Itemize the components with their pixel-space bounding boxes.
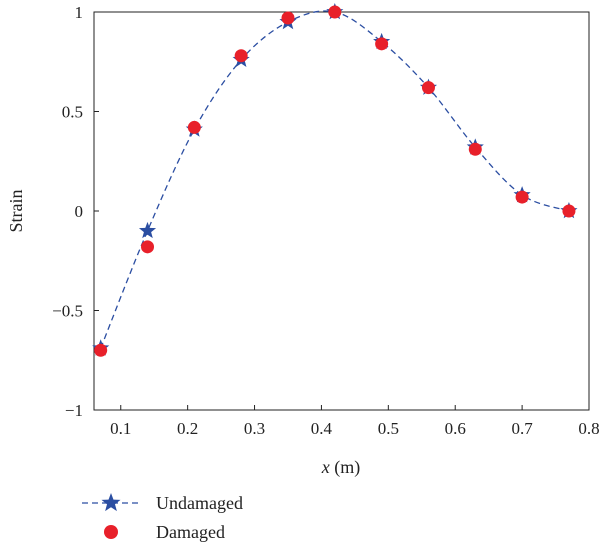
x-axis-ticks: 0.1 0.2 0.3 0.4 0.5 0.6 0.7 0.8 <box>110 405 600 438</box>
x-tick-label: 0.7 <box>511 419 533 438</box>
legend: Undamaged Damaged <box>82 493 243 542</box>
damaged-point <box>94 343 108 357</box>
undamaged-line <box>100 10 570 349</box>
damaged-point <box>141 240 155 254</box>
x-tick-label: 0.5 <box>378 419 399 438</box>
y-tick-label: −0.5 <box>52 302 83 321</box>
y-tick-label: 0.5 <box>62 103 83 122</box>
x-tick-label: 0.3 <box>244 419 265 438</box>
x-axis-title: x (m) <box>321 457 361 478</box>
y-tick-label: −1 <box>65 401 83 420</box>
x-tick-label: 0.2 <box>177 419 198 438</box>
damaged-point <box>468 142 482 156</box>
legend-damaged-label: Damaged <box>156 522 225 542</box>
x-axis-var: x <box>321 457 330 477</box>
damaged-point <box>562 204 576 218</box>
y-tick-label: 0 <box>75 202 84 221</box>
y-axis-title: Strain <box>6 190 26 233</box>
damaged-point <box>281 11 295 25</box>
damaged-point <box>515 190 529 204</box>
legend-undamaged-marker <box>101 493 121 512</box>
damaged-point <box>421 81 435 95</box>
legend-damaged-marker <box>104 525 118 539</box>
undamaged-point <box>138 221 157 239</box>
x-axis-unit: (m) <box>330 457 361 478</box>
y-axis-ticks: 1 0.5 0 −0.5 −1 <box>52 3 99 420</box>
series-layer <box>92 3 578 357</box>
y-tick-label: 1 <box>75 3 84 22</box>
x-tick-label: 0.8 <box>578 419 599 438</box>
x-tick-label: 0.1 <box>110 419 131 438</box>
damaged-point <box>328 5 342 19</box>
damaged-point <box>187 120 201 134</box>
plot-frame <box>93 11 590 411</box>
legend-undamaged-label: Undamaged <box>156 493 243 513</box>
damaged-point <box>234 49 248 63</box>
x-tick-label: 0.4 <box>311 419 333 438</box>
damaged-point <box>375 37 389 51</box>
x-tick-label: 0.6 <box>445 419 466 438</box>
